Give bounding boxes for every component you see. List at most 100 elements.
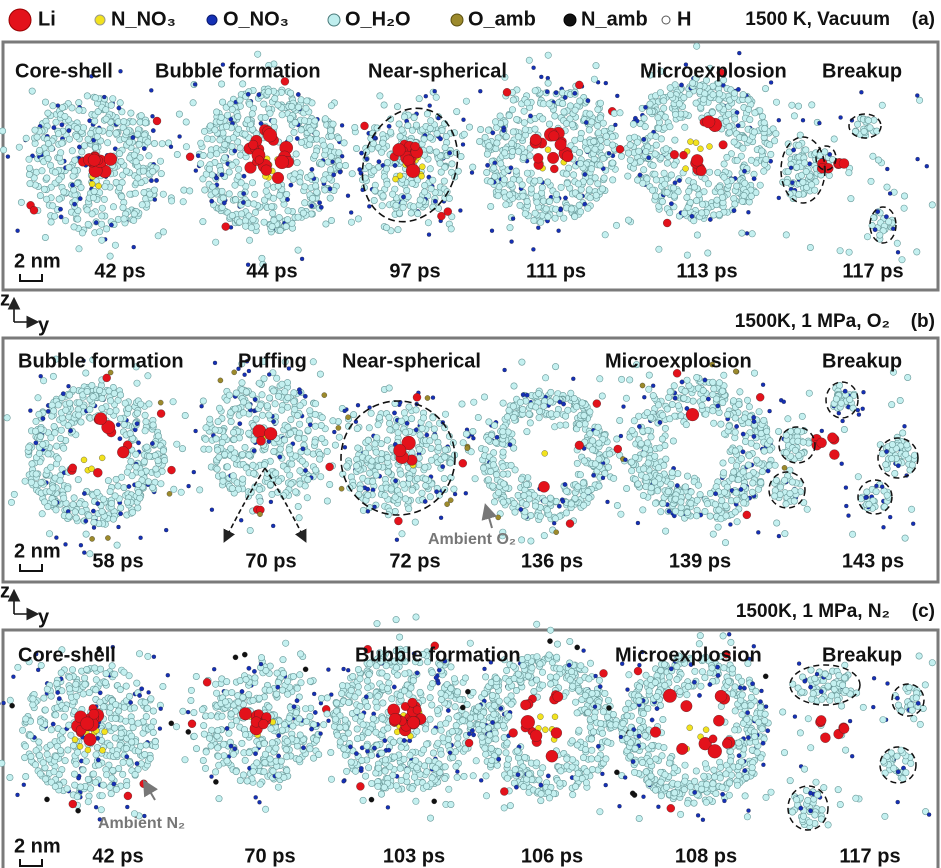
water-atom: [503, 202, 509, 208]
water-atom: [577, 98, 583, 104]
water-atom: [659, 198, 665, 204]
water-atom: [50, 203, 56, 209]
water-atom: [428, 118, 434, 124]
lithium: [261, 165, 272, 176]
water-atom: [807, 244, 813, 250]
water-atom: [102, 184, 108, 190]
water-atom: [475, 414, 481, 420]
nitrate-nitrogen: [96, 183, 102, 189]
nitrate-oxygen: [606, 500, 610, 504]
water-atom: [532, 88, 538, 94]
water-atom: [771, 493, 777, 499]
water-atom: [302, 184, 308, 190]
water-atom: [759, 113, 765, 119]
water-atom: [661, 105, 667, 111]
water-atom: [736, 401, 742, 407]
water-atom: [781, 477, 787, 483]
water-atom: [50, 373, 56, 379]
water-atom: [563, 488, 569, 494]
nitrate-oxygen: [732, 208, 736, 212]
water-atom: [490, 462, 496, 468]
water-atom: [562, 413, 568, 419]
water-atom: [135, 489, 141, 495]
water-atom: [599, 186, 605, 192]
water-atom: [623, 395, 629, 401]
water-atom: [305, 427, 311, 433]
water-atom: [800, 439, 806, 445]
water-atom: [328, 154, 334, 160]
water-atom: [138, 470, 144, 476]
water-atom: [209, 172, 215, 178]
water-atom: [327, 481, 333, 487]
water-atom: [219, 472, 225, 478]
water-atom: [507, 192, 513, 198]
water-atom: [657, 90, 663, 96]
nitrate-oxygen: [52, 125, 56, 129]
water-atom: [406, 506, 412, 512]
nitrate-oxygen: [768, 409, 772, 413]
nitrate-oxygen: [310, 167, 314, 171]
water-atom: [602, 232, 608, 238]
water-atom: [509, 107, 515, 113]
nitrate-oxygen: [303, 468, 307, 472]
water-atom: [668, 481, 674, 487]
nitrate-oxygen: [150, 441, 154, 445]
water-atom: [398, 471, 404, 477]
water-atom: [837, 248, 843, 254]
water-atom: [236, 219, 242, 225]
water-atom: [239, 380, 245, 386]
water-atom: [422, 464, 428, 470]
nitrate-oxygen: [142, 146, 146, 150]
water-atom: [117, 416, 123, 422]
water-atom: [406, 404, 412, 410]
water-atom: [623, 485, 629, 491]
water-atom: [47, 162, 53, 168]
nitrate-oxygen: [358, 167, 362, 171]
water-atom: [246, 430, 252, 436]
water-atom: [97, 229, 103, 235]
water-atom: [644, 440, 650, 446]
water-atom: [279, 112, 285, 118]
water-atom: [112, 242, 118, 248]
nitrate-oxygen: [766, 469, 770, 473]
nitrate-oxygen: [528, 114, 532, 118]
water-atom: [688, 489, 694, 495]
water-atom: [384, 437, 390, 443]
ambient-atom: [336, 425, 341, 430]
water-atom: [672, 508, 678, 514]
water-atom: [248, 225, 254, 231]
water-atom: [752, 110, 758, 116]
lithium: [696, 166, 706, 176]
water-atom: [66, 164, 72, 170]
water-atom: [94, 133, 100, 139]
lithium: [88, 154, 100, 166]
water-atom: [22, 478, 28, 484]
water-atom: [586, 127, 592, 133]
water-atom: [174, 441, 180, 447]
water-atom: [246, 237, 252, 243]
water-atom: [697, 491, 703, 497]
water-atom: [75, 476, 81, 482]
figure: Ambient O₂Ambient N₂ LiN_NO₃O_NO₃O_H₂OO_…: [0, 0, 941, 868]
ambient-atom: [465, 446, 470, 451]
water-atom: [710, 408, 716, 414]
water-atom: [42, 99, 48, 105]
nitrate-oxygen: [56, 104, 60, 108]
water-atom: [298, 139, 304, 145]
nitrate-oxygen: [151, 128, 155, 132]
water-atom: [36, 147, 42, 153]
water-atom: [502, 150, 508, 156]
water-atom: [783, 501, 789, 507]
water-atom: [107, 253, 113, 259]
water-atom: [710, 531, 716, 537]
water-atom: [274, 375, 280, 381]
nitrate-oxygen: [54, 536, 58, 540]
water-atom: [506, 112, 512, 118]
water-atom: [45, 155, 51, 161]
water-atom: [33, 418, 39, 424]
water-atom: [365, 492, 371, 498]
water-atom: [514, 116, 520, 122]
water-atom: [670, 438, 676, 444]
nitrate-oxygen: [343, 409, 347, 413]
water-atom: [76, 412, 82, 418]
